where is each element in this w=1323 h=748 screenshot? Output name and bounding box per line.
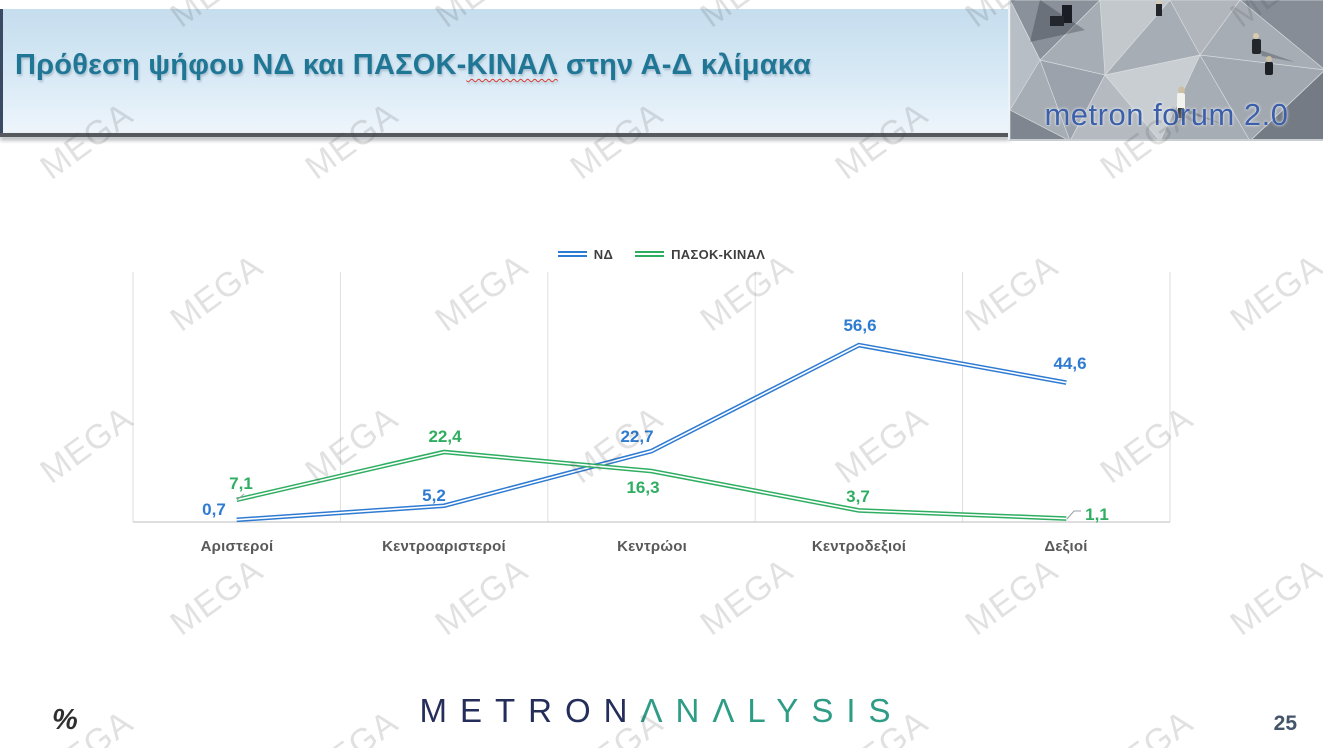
paving-photo-graphic (1010, 0, 1323, 139)
logo-metron: METRON (419, 692, 641, 729)
legend-label-pasok: ΠΑΣΟΚ-ΚΙΝΑΛ (671, 246, 766, 262)
legend-swatch-nd (557, 251, 587, 257)
data-label-nd-aristeroi: 0,7 (202, 500, 226, 519)
axis-label-kentroaristeroi: Κεντροαριστεροί (382, 538, 506, 555)
metron-analysis-logo: METRONΛNΛLYSIS (419, 692, 903, 730)
legend-label-nd: ΝΔ (593, 246, 614, 262)
mega-watermark: MEGA (1223, 551, 1323, 644)
header-divider (0, 133, 1010, 137)
page-title: Πρόθεση ψήφου ΝΔ και ΠΑΣΟΚ-ΚΙΝΑΛ στην Α-… (15, 49, 811, 82)
legend-item-nd: ΝΔ (557, 246, 614, 262)
page-number: 25 (1273, 712, 1297, 735)
axis-label-aristeroi: Αριστεροί (200, 538, 274, 555)
legend-item-pasok: ΠΑΣΟΚ-ΚΙΝΑΛ (635, 247, 765, 262)
axis-label-kentrooi: Κεντρώοι (617, 538, 687, 555)
metron-forum-logo-text: metron forum 2.0 (1044, 97, 1289, 132)
mega-watermark: MEGA (958, 551, 1066, 644)
mega-watermark: MEGA (828, 399, 936, 492)
header-bar (0, 9, 1008, 133)
leader-line-7-1 (236, 493, 245, 501)
data-label-nd-kentroaristeroi: 5,2 (422, 486, 446, 505)
mega-watermark: MEGA (298, 703, 405, 748)
data-label-nd-kentrooi: 22,7 (620, 427, 654, 446)
data-label-pasok-dexioi: 1,1 (1085, 505, 1109, 524)
mega-watermark: MEGA (1093, 399, 1201, 492)
data-label-pasok-kentroaristeroi: 22,4 (428, 427, 462, 446)
data-label-nd-dexioi: 44,6 (1053, 354, 1087, 373)
data-label-pasok-kentrodexioi: 3,7 (846, 487, 870, 506)
axis-label-kentrodexioi: Κεντροδεξιοί (811, 538, 907, 555)
percent-unit-label: % (52, 704, 78, 736)
mega-watermark: MEGA (1093, 703, 1200, 748)
pedestrians (1030, 0, 1295, 124)
mega-watermark: MEGA (693, 551, 801, 644)
legend-swatch-pasok (635, 251, 665, 257)
mega-watermark: MEGA (298, 399, 406, 492)
leader-line-1-1 (1066, 510, 1081, 520)
mega-watermark: MEGA (33, 703, 140, 748)
mega-watermark: MEGA (163, 551, 271, 644)
data-label-nd-kentrodexioi: 56,6 (843, 316, 877, 335)
page-title-text-2: στην Α-Δ κλίμακα (557, 49, 812, 81)
data-label-pasok-aristeroi: 7,1 (229, 474, 253, 493)
page-title-text-1: Πρόθεση ψήφου ΝΔ και ΠΑΣΟΚ- (15, 49, 467, 81)
mega-watermark: MEGA (0, 551, 6, 644)
mega-watermark: MEGA (33, 399, 141, 492)
logo-analysis: ΛNΛLYSIS (640, 692, 904, 729)
data-label-pasok-kentrooi: 16,3 (626, 478, 660, 497)
chart-legend: ΝΔ ΠΑΣΟΚ-ΚΙΝΑΛ (0, 245, 1323, 263)
page-title-text-spellcheck: ΚΙΝΑΛ (466, 49, 558, 81)
axis-label-dexioi: Δεξιοί (1044, 538, 1088, 555)
mega-watermark: MEGA (428, 551, 536, 644)
metron-forum-image: metron forum 2.0 (1008, 0, 1323, 141)
